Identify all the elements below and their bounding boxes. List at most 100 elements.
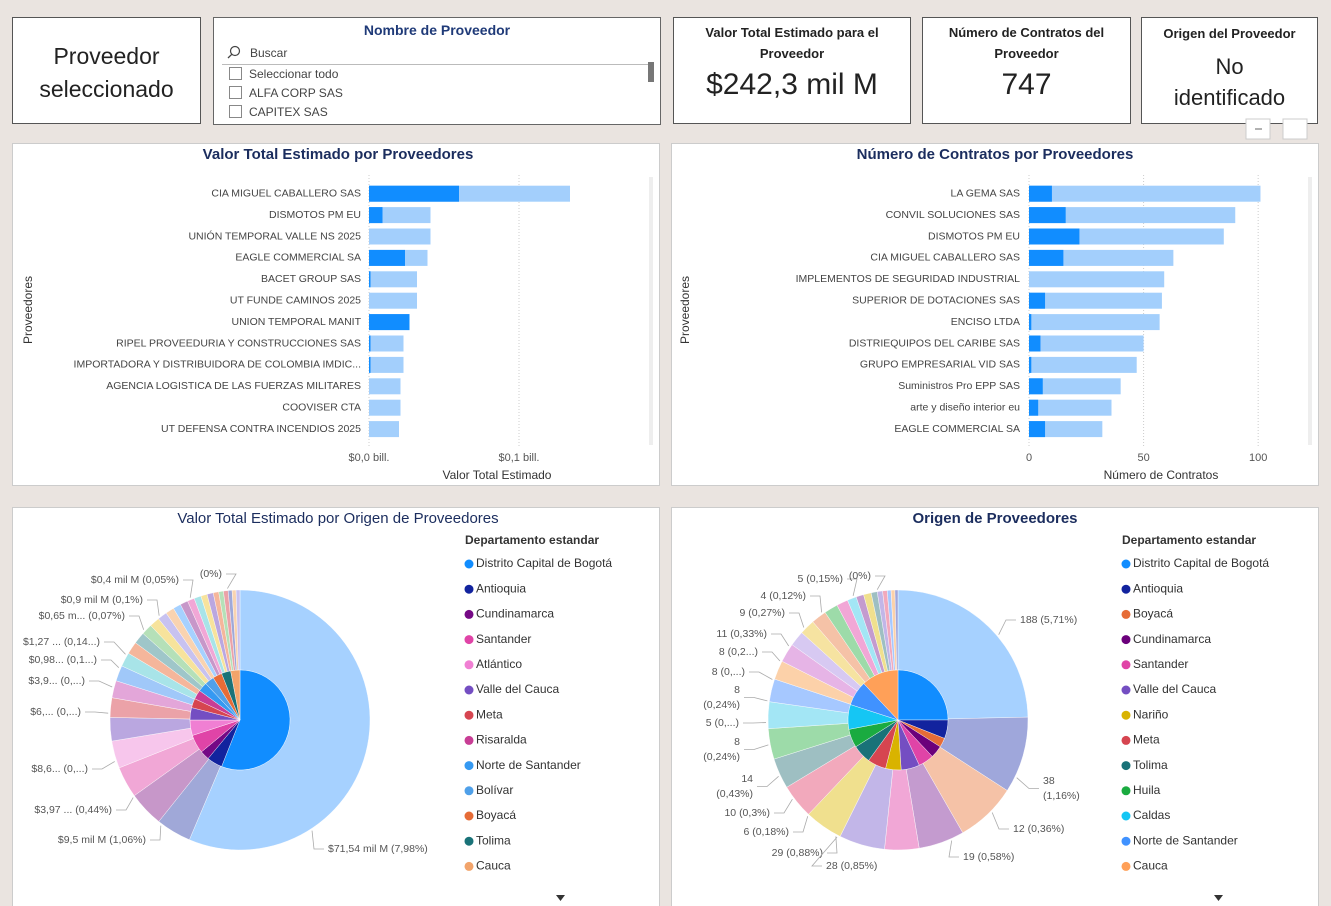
- slicer-item-label: Seleccionar todo: [249, 67, 339, 81]
- bar: [1029, 207, 1066, 224]
- bar: [369, 356, 371, 373]
- legend-dot: [1121, 786, 1131, 796]
- scrollbar[interactable]: [1308, 177, 1312, 445]
- legend-label: Norte de Santander: [476, 758, 581, 772]
- scrollbar[interactable]: [649, 177, 653, 445]
- kpi-value: $242,3 mil M: [706, 68, 878, 101]
- bar: [369, 292, 417, 309]
- y-tick-label: CONVIL SOLUCIONES SAS: [886, 209, 1020, 221]
- y-tick-label: ENCISO LTDA: [951, 316, 1020, 328]
- y-tick-label: LA GEMA SAS: [951, 187, 1020, 199]
- y-tick-label: arte y diseño interior eu: [910, 401, 1020, 413]
- legend-label: Distrito Capital de Bogotá: [476, 556, 612, 570]
- legend-dot: [1121, 584, 1131, 594]
- data-label: $6,... (0,...): [30, 706, 81, 718]
- bar: [1029, 421, 1103, 438]
- bar: [369, 271, 371, 288]
- legend-dot: [1121, 861, 1131, 871]
- data-label: 8: [734, 684, 740, 696]
- bar: [1029, 249, 1174, 266]
- data-label: $3,97 ... (0,44%): [34, 804, 112, 816]
- expand-icon[interactable]: [1282, 118, 1308, 140]
- legend-label: Boyacá: [1133, 607, 1173, 621]
- kpi-title: Origen del Proveedor: [1163, 26, 1296, 41]
- kpi-title: Número de Contratos del Proveedor: [948, 25, 1105, 61]
- kpi-card: Número de Contratos del Proveedor 747: [922, 17, 1131, 124]
- legend-dot: [464, 609, 474, 619]
- bar: [369, 378, 401, 395]
- bar: [1029, 378, 1043, 395]
- y-tick-label: UNIÓN TEMPORAL VALLE NS 2025: [188, 229, 361, 242]
- kpi-value: No identificado: [1173, 54, 1286, 110]
- search-box[interactable]: Buscar: [250, 46, 288, 60]
- data-label: $9,5 mil M (1,06%): [58, 834, 146, 846]
- chart-title: Valor Total Estimado por Origen de Prove…: [177, 510, 498, 527]
- legend-more[interactable]: [556, 895, 565, 901]
- legend-label: Risaralda: [476, 733, 527, 747]
- legend-label: Valle del Cauca: [1133, 682, 1216, 696]
- legend-label: Santander: [476, 632, 531, 646]
- leader-line: [89, 680, 113, 688]
- legend-dot: [464, 735, 474, 745]
- leader-line: [311, 830, 324, 850]
- kpi-card: Valor Total Estimado para el Proveedor $…: [673, 17, 911, 124]
- legend-dot: [464, 786, 474, 796]
- legend-label: Meta: [476, 707, 503, 721]
- kpi-title: Valor Total Estimado para el Proveedor: [705, 25, 879, 61]
- leader-line: [92, 761, 115, 770]
- leader-line: [757, 776, 779, 787]
- y-tick-label: IMPORTADORA Y DISTRIBUIDORA DE COLOMBIA …: [74, 359, 361, 371]
- leader-line: [116, 797, 134, 811]
- pie-slice: [897, 669, 949, 721]
- bar: [1029, 207, 1236, 224]
- legend-label: Nariño: [1133, 707, 1169, 721]
- data-label: (0,24%): [703, 751, 740, 763]
- leader-line: [147, 599, 160, 616]
- y-tick-label: IMPLEMENTOS DE SEGURIDAD INDUSTRIAL: [796, 273, 1021, 285]
- scrollbar[interactable]: [648, 62, 654, 82]
- x-tick-label: 0: [1026, 452, 1032, 464]
- leader-line: [101, 659, 120, 668]
- legend-dot: [1121, 660, 1131, 670]
- legend-label: Bolívar: [476, 783, 513, 797]
- data-label: $0,98... (0,1...): [29, 654, 97, 666]
- y-tick-label: SUPERIOR DE DOTACIONES SAS: [852, 294, 1020, 306]
- y-tick-label: COOVISER CTA: [282, 401, 361, 413]
- bar: [1029, 185, 1052, 202]
- bar: [1029, 292, 1162, 309]
- leader-line: [793, 816, 809, 833]
- y-tick-label: EAGLE COMMERCIAL SA: [894, 423, 1020, 435]
- bar: [369, 314, 410, 331]
- y-tick-label: Suministros Pro EPP SAS: [898, 380, 1020, 392]
- slicer-item[interactable]: Seleccionar todo: [229, 67, 338, 81]
- x-axis-title: Número de Contratos: [1104, 468, 1219, 482]
- leader-line: [847, 578, 858, 596]
- leader-line: [85, 711, 109, 714]
- legend-label: Cauca: [476, 859, 511, 873]
- legend-label: Tolima: [476, 833, 511, 847]
- bar: [369, 356, 404, 373]
- search-line: [222, 64, 654, 65]
- bar: [1029, 378, 1121, 395]
- kpi-value: 747: [1001, 68, 1052, 101]
- slicer-title: Nombre de Proveedor: [363, 22, 511, 38]
- legend-label: Antioquia: [1133, 581, 1183, 595]
- chart-title: Número de Contratos por Proveedores: [857, 146, 1134, 163]
- data-label: $0,65 m... (0,07%): [39, 610, 125, 622]
- bar: [369, 228, 431, 245]
- legend-label: Cauca: [1133, 859, 1168, 873]
- data-label: (0,43%): [716, 788, 753, 800]
- data-label: 8: [734, 736, 740, 748]
- legend-more[interactable]: [1214, 895, 1223, 901]
- legend-dot: [1121, 811, 1131, 821]
- legend-label: Norte de Santander: [1133, 833, 1238, 847]
- legend-label: Distrito Capital de Bogotá: [1133, 556, 1269, 570]
- x-tick-label: 100: [1249, 452, 1267, 464]
- kpi-card: Origen del Proveedor No identificado: [1141, 17, 1318, 124]
- leader-line: [129, 615, 145, 630]
- slicer-item[interactable]: CAPITEX SAS: [229, 105, 328, 119]
- legend-label: Antioquia: [476, 581, 526, 595]
- legend-label: Cundinamarca: [1133, 632, 1211, 646]
- slicer-item[interactable]: ALFA CORP SAS: [229, 86, 343, 100]
